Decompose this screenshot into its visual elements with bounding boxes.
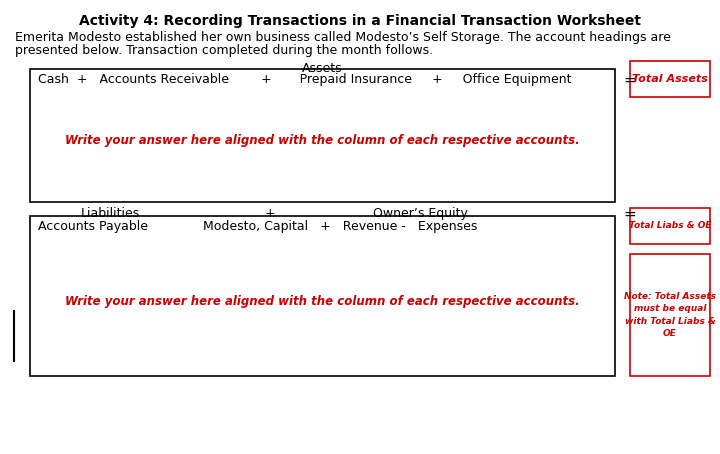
Text: =: = <box>623 207 636 222</box>
Text: Note: Total Assets
must be equal
with Total Liabs &
OE: Note: Total Assets must be equal with To… <box>624 292 716 338</box>
Text: Total Assets: Total Assets <box>632 74 708 84</box>
Text: Total Liabs & OE: Total Liabs & OE <box>629 222 711 231</box>
Text: Modesto, Capital   +   Revenue -   Expenses: Modesto, Capital + Revenue - Expenses <box>203 220 477 233</box>
Text: Accounts Payable: Accounts Payable <box>38 220 148 233</box>
Text: +: + <box>265 207 275 220</box>
Text: Owner’s Equity: Owner’s Equity <box>372 207 467 220</box>
Bar <box>630 254 710 376</box>
Text: Write your answer here aligned with the column of each respective accounts.: Write your answer here aligned with the … <box>66 295 580 307</box>
Bar <box>30 216 615 376</box>
Text: presented below. Transaction completed during the month follows.: presented below. Transaction completed d… <box>15 44 433 57</box>
Bar <box>630 208 710 244</box>
Bar <box>630 61 710 97</box>
Text: Cash  +   Accounts Receivable        +       Prepaid Insurance     +     Office : Cash + Accounts Receivable + Prepaid Ins… <box>38 73 572 86</box>
Text: Emerita Modesto established her own business called Modesto’s Self Storage. The : Emerita Modesto established her own busi… <box>15 31 671 44</box>
Text: Activity 4: Recording Transactions in a Financial Transaction Worksheet: Activity 4: Recording Transactions in a … <box>79 14 641 28</box>
Text: Assets: Assets <box>302 62 343 75</box>
Text: Write your answer here aligned with the column of each respective accounts.: Write your answer here aligned with the … <box>66 134 580 147</box>
Bar <box>30 69 615 202</box>
Text: =: = <box>623 73 636 88</box>
Text: Liabilities: Liabilities <box>81 207 140 220</box>
